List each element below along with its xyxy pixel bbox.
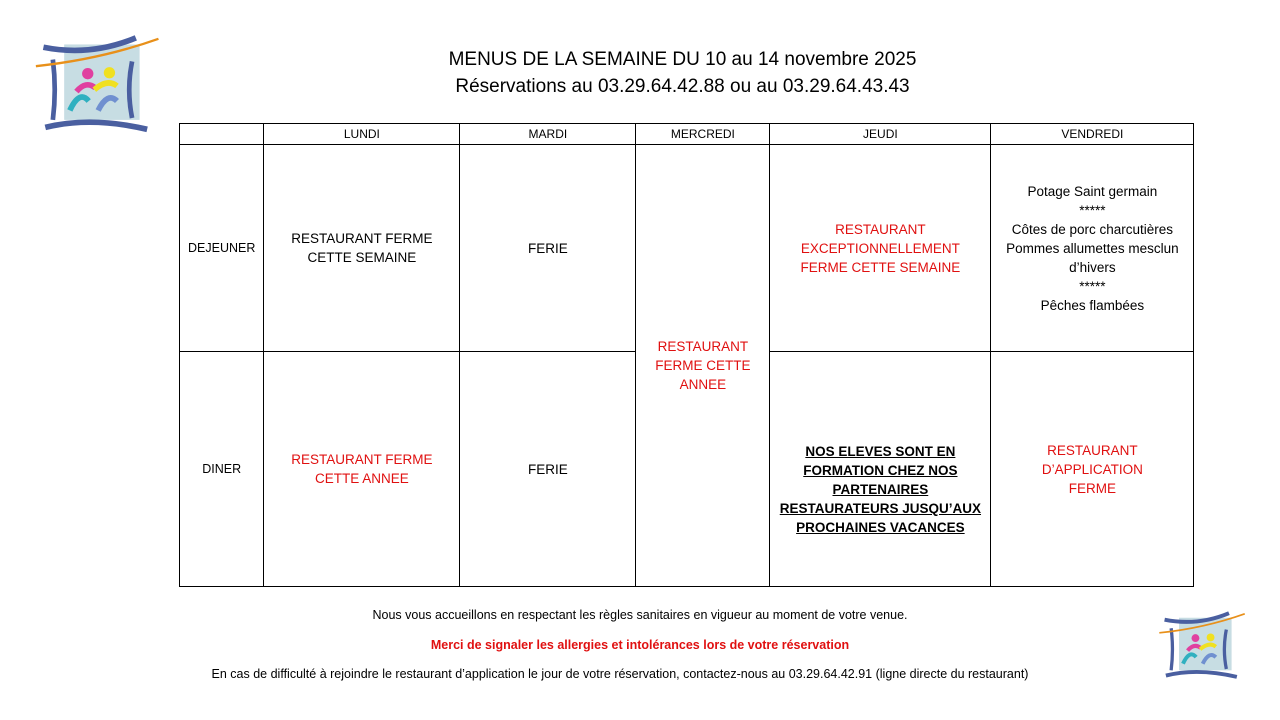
separator: ***** [1079,202,1106,218]
cell-vendredi: RESTAURANT D’APPLICATION FERME [990,351,1195,587]
col-vendredi: VENDREDI [990,123,1195,145]
header-row: LUNDI MARDI MERCREDI JEUDI VENDREDI [178,123,1195,145]
col-mardi: MARDI [459,123,637,145]
title: MENUS DE LA SEMAINE DU 10 au 14 novembre… [448,49,917,70]
cell-jeudi: NOS ELEVES SONT EN FORMATION CHEZ NOS PA… [769,351,992,587]
footer-notice: Nous vous accueillons en respectant les … [372,608,908,622]
cell-mercredi: RESTAURANT FERME CETTE ANNEE [635,144,771,587]
cell-lundi: RESTAURANT FERME CETTE ANNEE [263,351,461,587]
cell-lundi: RESTAURANT FERME CETTE SEMAINE [263,144,461,352]
row-label: DEJEUNER [178,144,265,352]
table-row-dejeuner: DEJEUNER RESTAURANT FERME CETTE SEMAINE … [178,144,1195,587]
row-label: DINER [178,351,265,587]
school-logo-small [1159,611,1246,679]
col-lundi: LUNDI [263,123,461,145]
footer-contact: En cas de difficulté à rejoindre le rest… [211,667,1029,681]
separator: ***** [1079,278,1106,294]
col-jeudi: JEUDI [769,123,992,145]
menu-item: Pommes allumettes mesclun d’hivers [1006,240,1179,275]
menu-table: LUNDI MARDI MERCREDI JEUDI VENDREDI DEJE… [178,123,1195,587]
corner-cell [178,123,265,145]
cell-mardi: FERIE [459,351,637,587]
menu-item: Pêches flambées [1040,297,1145,313]
page-title: MENUS DE LA SEMAINE DU 10 au 14 novembre… [300,46,1065,100]
cell-vendredi: Potage Saint germain ***** Côtes de porc… [990,144,1195,352]
col-mercredi: MERCREDI [635,123,771,145]
menu-item: Côtes de porc charcutières [1011,221,1174,237]
cell-jeudi: RESTAURANT EXCEPTIONNELLEMENT FERME CETT… [769,144,992,352]
footer-allergies: Merci de signaler les allergies et intol… [430,638,850,652]
table-row-diner: DINER RESTAURANT FERME CETTE ANNEE FERIE… [178,351,1195,587]
cell-mardi: FERIE [459,144,637,352]
subtitle: Réservations au 03.29.64.42.88 ou au 03.… [455,76,910,97]
school-logo [35,35,159,133]
menu-item: Potage Saint germain [1027,183,1158,199]
